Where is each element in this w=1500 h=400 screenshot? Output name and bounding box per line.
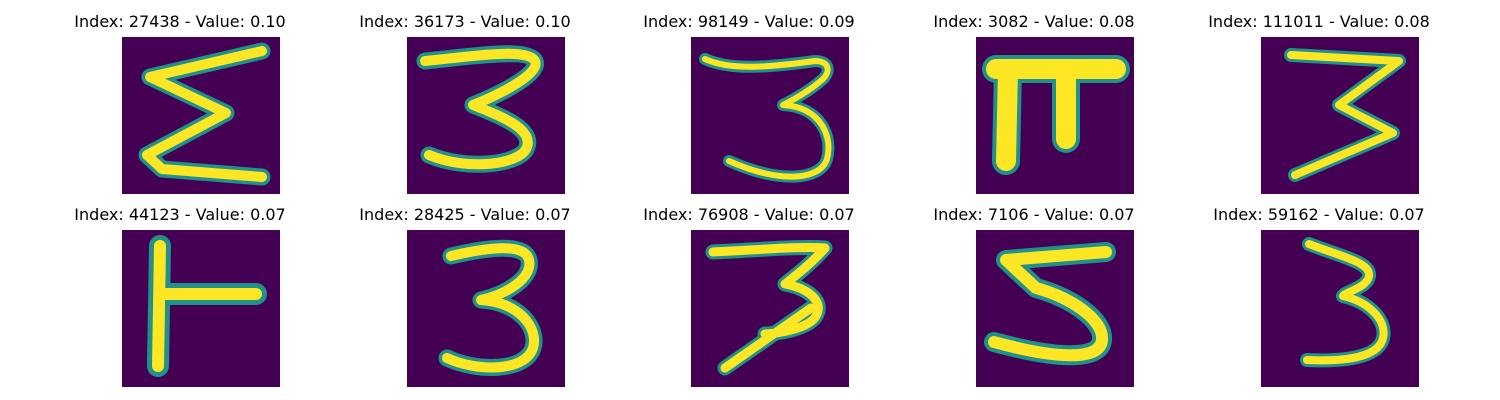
digit-image	[691, 37, 849, 194]
digit-image	[1261, 37, 1419, 194]
panel-4: Index: 3082 - Value: 0.08	[884, 12, 1184, 202]
panel-title: Index: 59162 - Value: 0.07	[1213, 205, 1425, 224]
panel-title: Index: 36173 - Value: 0.10	[359, 12, 571, 31]
digit-image	[122, 37, 280, 194]
panel-6: Index: 44123 - Value: 0.07	[30, 205, 330, 395]
digit-image	[976, 37, 1134, 194]
panel-2: Index: 36173 - Value: 0.10	[315, 12, 615, 202]
panel-8: Index: 76908 - Value: 0.07	[599, 205, 899, 395]
panel-title: Index: 98149 - Value: 0.09	[643, 12, 855, 31]
panel-10: Index: 59162 - Value: 0.07	[1169, 205, 1469, 395]
digit-image	[691, 230, 849, 387]
panel-title: Index: 27438 - Value: 0.10	[74, 12, 286, 31]
panel-7: Index: 28425 - Value: 0.07	[315, 205, 615, 395]
digit-image	[407, 37, 565, 194]
panel-5: Index: 111011 - Value: 0.08	[1169, 12, 1469, 202]
panel-title: Index: 7106 - Value: 0.07	[933, 205, 1135, 224]
panel-title: Index: 111011 - Value: 0.08	[1208, 12, 1430, 31]
digit-image	[976, 230, 1134, 387]
digit-image	[407, 230, 565, 387]
panel-title: Index: 44123 - Value: 0.07	[74, 205, 286, 224]
panel-title: Index: 3082 - Value: 0.08	[933, 12, 1135, 31]
digit-image	[122, 230, 280, 387]
panel-title: Index: 28425 - Value: 0.07	[359, 205, 571, 224]
panel-1: Index: 27438 - Value: 0.10	[30, 12, 330, 202]
panel-title: Index: 76908 - Value: 0.07	[643, 205, 855, 224]
panel-3: Index: 98149 - Value: 0.09	[599, 12, 899, 202]
panel-9: Index: 7106 - Value: 0.07	[884, 205, 1184, 395]
digit-image	[1261, 230, 1419, 387]
